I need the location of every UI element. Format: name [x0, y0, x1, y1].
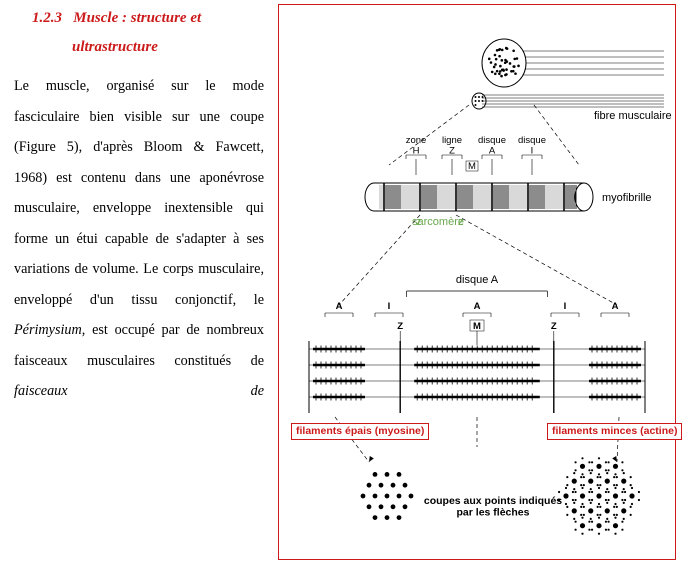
- heading-number: 1.2.3: [32, 10, 62, 26]
- figure-box: fibre musculaire zoneH ligneZ disqueA disque…: [278, 4, 676, 560]
- figure-svg: fibre musculaire zoneH ligneZ disqueA disque…: [279, 5, 674, 558]
- svg-text:zoneH: zoneH: [406, 135, 427, 156]
- heading-line2: ultrastructure: [72, 39, 158, 55]
- svg-text:ligneZ: ligneZ: [442, 135, 462, 156]
- svg-text:disque A: disque A: [456, 274, 499, 286]
- svg-text:I: I: [564, 301, 567, 312]
- svg-text:disqueA: disqueA: [478, 135, 506, 156]
- svg-text:coupes aux points indiquéspar: coupes aux points indiquéspar les flèche…: [424, 495, 562, 519]
- figure-column: fibre musculaire zoneH ligneZ disqueA disque…: [278, 0, 686, 566]
- svg-text:myofibrille: myofibrille: [602, 192, 652, 204]
- svg-text:I: I: [388, 301, 391, 312]
- page: 1.2.3 Muscle : structure et ultrastructu…: [0, 0, 686, 566]
- body-paragraph: Le muscle, organisé sur le mode fascicul…: [14, 71, 264, 407]
- section-heading: 1.2.3 Muscle : structure et ultrastructu…: [14, 4, 264, 61]
- text-column: 1.2.3 Muscle : structure et ultrastructu…: [0, 0, 278, 566]
- thin-filament-label: filaments minces (actine): [547, 423, 682, 440]
- svg-text:M: M: [468, 161, 476, 172]
- svg-text:Z: Z: [551, 321, 557, 332]
- svg-text:Z: Z: [397, 321, 403, 332]
- svg-text:A: A: [474, 301, 481, 312]
- svg-text:z: z: [458, 216, 464, 228]
- thick-filament-label: filaments épais (myosine): [291, 423, 429, 440]
- svg-text:disqueI: disqueI: [518, 135, 546, 156]
- heading-line1: Muscle : structure et: [73, 10, 201, 26]
- svg-text:fibre musculaire: fibre musculaire: [594, 110, 672, 122]
- svg-text:M: M: [473, 321, 481, 332]
- svg-text:A: A: [336, 301, 343, 312]
- svg-text:sarcomère: sarcomère: [412, 216, 464, 228]
- svg-text:A: A: [612, 301, 619, 312]
